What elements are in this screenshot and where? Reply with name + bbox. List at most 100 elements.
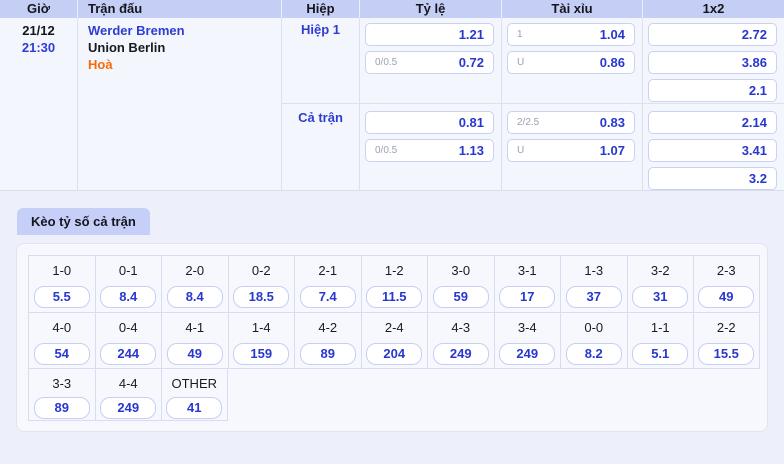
handicap-odds-cell-ft: 0.81 0/0.5 1.13: [360, 104, 502, 190]
score-odds-button[interactable]: 11.5: [366, 286, 423, 308]
correct-score-panel: 1-0 5.5 0-1 8.4 2-0 8.4 0-2 18.5 2-1 7.4…: [16, 243, 768, 432]
over-under-line-label: U: [517, 57, 525, 68]
score-odds-button[interactable]: 31: [632, 286, 689, 308]
1x2-odds-value: 3.41: [741, 143, 767, 158]
score-odds-button[interactable]: 15.5: [698, 343, 755, 365]
score-cell: 2-4 204: [360, 312, 427, 369]
score-cell: 1-4 159: [227, 312, 294, 369]
score-cell: 0-4 244: [94, 312, 161, 369]
score-odds-button[interactable]: 89: [299, 343, 356, 365]
1x2-odds-button[interactable]: 2.1: [648, 79, 777, 102]
score-odds-button[interactable]: 5.1: [632, 343, 689, 365]
score-label: 4-0: [52, 320, 72, 335]
over-under-line-label: 2/2.5: [517, 117, 540, 128]
score-cell: 1-2 11.5: [360, 255, 427, 312]
score-label: 2-2: [716, 320, 736, 335]
header-match: Trận đấu: [78, 0, 282, 18]
handicap-odds-value: 1.13: [458, 143, 484, 158]
over-under-odds-button[interactable]: 2/2.5 0.83: [507, 111, 635, 134]
score-odds-button[interactable]: 89: [33, 397, 90, 419]
score-odds-button[interactable]: 37: [565, 286, 622, 308]
1x2-odds-cell-h1: 2.72 3.86 2.1: [643, 18, 784, 104]
score-label: OTHER: [171, 376, 218, 391]
score-odds-button[interactable]: 49: [698, 286, 755, 308]
score-label: 1-4: [251, 320, 271, 335]
match-time-cell: 21/12 21:30: [0, 18, 78, 190]
score-odds-button[interactable]: 159: [233, 343, 290, 365]
score-cell: 3-1 17: [493, 255, 560, 312]
1x2-odds-value: 3.2: [748, 171, 767, 186]
score-cell: 1-0 5.5: [28, 255, 95, 312]
score-label: 2-1: [318, 263, 338, 278]
match-teams-cell: Werder Bremen Union Berlin Hoà: [78, 18, 282, 190]
score-odds-button[interactable]: 249: [100, 397, 157, 419]
1x2-odds-button[interactable]: 3.41: [648, 139, 777, 162]
score-label: 2-4: [384, 320, 404, 335]
handicap-line-label: 0/0.5: [375, 57, 398, 68]
score-odds-button[interactable]: 8.4: [166, 286, 223, 308]
score-label: 0-4: [118, 320, 138, 335]
score-cell: 0-1 8.4: [94, 255, 161, 312]
score-label: 2-0: [185, 263, 205, 278]
odds-table-header: Giờ Trận đấu Hiệp Tỷ lệ Tài xỉu 1x2: [0, 0, 784, 18]
handicap-odds-button[interactable]: 0.81: [365, 111, 494, 134]
over-under-line-label: 1: [517, 29, 523, 40]
1x2-odds-button[interactable]: 2.14: [648, 111, 777, 134]
score-cell: 3-4 249: [493, 312, 560, 369]
score-grid-row: 4-0 54 0-4 244 4-1 49 1-4 159 4-2 89 2-4…: [28, 312, 767, 369]
score-cell: 1-1 5.1: [626, 312, 693, 369]
period-label-full-time: Cả trận: [282, 104, 360, 190]
score-label: 1-0: [52, 263, 72, 278]
score-odds-button[interactable]: 8.2: [565, 343, 622, 365]
score-label: 3-4: [517, 320, 537, 335]
1x2-odds-value: 2.72: [741, 27, 767, 42]
score-odds-button[interactable]: 18.5: [233, 286, 290, 308]
score-odds-button[interactable]: 204: [366, 343, 423, 365]
score-label: 0-2: [251, 263, 271, 278]
tab-correct-score[interactable]: Kèo tỷ số cả trận: [17, 208, 150, 235]
1x2-odds-button[interactable]: 3.2: [648, 167, 777, 190]
header-handicap: Tỷ lệ: [360, 0, 502, 18]
score-label: 4-2: [318, 320, 338, 335]
1x2-odds-value: 2.1: [748, 83, 767, 98]
over-under-odds-button[interactable]: U 1.07: [507, 139, 635, 162]
over-under-line-label: U: [517, 145, 525, 156]
score-label: 4-4: [118, 376, 138, 391]
score-label: 3-0: [451, 263, 471, 278]
home-team-link[interactable]: Werder Bremen: [88, 23, 185, 38]
score-odds-button[interactable]: 59: [432, 286, 489, 308]
score-odds-button[interactable]: 54: [33, 343, 90, 365]
header-time: Giờ: [0, 0, 78, 18]
over-under-odds-value: 1.04: [599, 27, 625, 42]
score-cell: 4-4 249: [94, 369, 161, 421]
score-grid-row: 1-0 5.5 0-1 8.4 2-0 8.4 0-2 18.5 2-1 7.4…: [28, 255, 767, 312]
over-under-odds-value: 1.07: [599, 143, 625, 158]
1x2-odds-button[interactable]: 3.86: [648, 51, 777, 74]
score-odds-button[interactable]: 8.4: [100, 286, 157, 308]
score-odds-button[interactable]: 7.4: [299, 286, 356, 308]
over-under-odds-cell-ft: 2/2.5 0.83 U 1.07: [502, 104, 643, 190]
score-odds-button[interactable]: 41: [166, 397, 223, 419]
1x2-odds-button[interactable]: 2.72: [648, 23, 777, 46]
score-grid-row: 3-3 89 4-4 249 OTHER 41: [28, 369, 767, 421]
handicap-odds-value: 1.21: [458, 27, 484, 42]
period-label-first-half: Hiệp 1: [282, 18, 360, 104]
score-label: 4-3: [451, 320, 471, 335]
score-cell: 3-3 89: [28, 369, 95, 421]
score-cell: 2-0 8.4: [161, 255, 228, 312]
over-under-odds-button[interactable]: U 0.86: [507, 51, 635, 74]
header-period: Hiệp: [282, 0, 360, 18]
score-label: 0-1: [118, 263, 138, 278]
handicap-odds-button[interactable]: 1.21: [365, 23, 494, 46]
score-odds-button[interactable]: 244: [100, 343, 157, 365]
score-odds-button[interactable]: 49: [166, 343, 223, 365]
handicap-odds-button[interactable]: 0/0.5 0.72: [365, 51, 494, 74]
score-odds-button[interactable]: 249: [499, 343, 556, 365]
score-cell: 0-0 8.2: [560, 312, 627, 369]
over-under-odds-button[interactable]: 1 1.04: [507, 23, 635, 46]
score-odds-button[interactable]: 5.5: [33, 286, 90, 308]
score-label: 3-2: [650, 263, 670, 278]
score-odds-button[interactable]: 17: [499, 286, 556, 308]
handicap-odds-button[interactable]: 0/0.5 1.13: [365, 139, 494, 162]
score-odds-button[interactable]: 249: [432, 343, 489, 365]
